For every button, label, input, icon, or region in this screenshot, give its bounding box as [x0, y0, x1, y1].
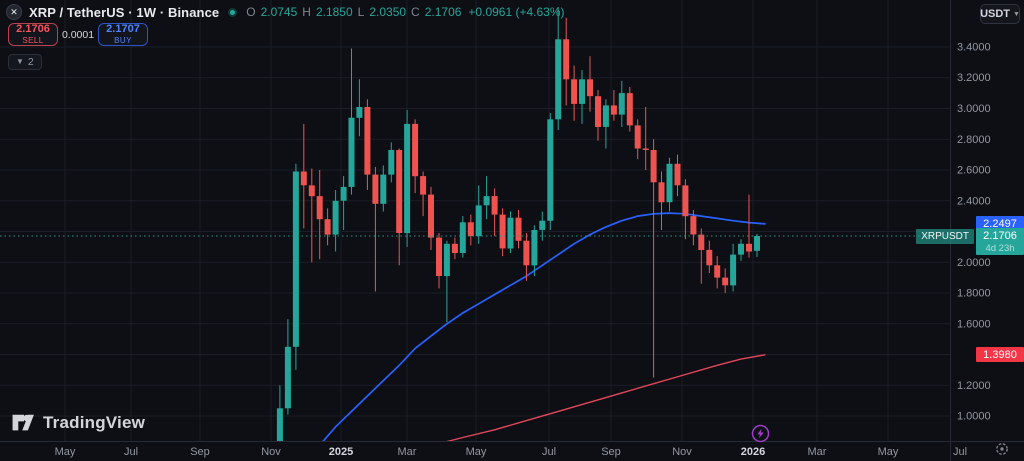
- svg-text:2.6000: 2.6000: [957, 165, 991, 177]
- svg-text:Jul: Jul: [124, 446, 138, 458]
- spread-value: 0.0001: [61, 28, 95, 41]
- svg-text:Mar: Mar: [808, 446, 827, 458]
- svg-text:2025: 2025: [329, 446, 353, 458]
- chevron-down-icon: ▼: [1013, 10, 1020, 18]
- watermark-text: TradingView: [43, 412, 146, 432]
- sell-price: 2.1706: [16, 23, 50, 35]
- svg-text:3.2000: 3.2000: [957, 72, 991, 84]
- last-price-value: 2.1706: [983, 230, 1017, 243]
- gear-icon[interactable]: [994, 441, 1010, 457]
- close-label: C: [411, 5, 420, 19]
- bar-countdown: 4d 23h: [985, 243, 1015, 255]
- sell-button[interactable]: 2.1706 SELL: [8, 23, 58, 46]
- svg-text:2.0000: 2.0000: [957, 257, 991, 269]
- open-value: 2.0745: [260, 5, 298, 19]
- svg-text:Sep: Sep: [190, 446, 210, 458]
- indicators-count: 2: [27, 56, 34, 68]
- svg-text:3.4000: 3.4000: [957, 42, 991, 54]
- chevron-down-icon: ▼: [16, 57, 24, 66]
- symbol-title[interactable]: XRP / TetherUS · 1W · Binance: [29, 4, 220, 20]
- svg-text:3.0000: 3.0000: [957, 103, 991, 115]
- svg-text:2.4000: 2.4000: [957, 195, 991, 207]
- svg-text:1.0000: 1.0000: [957, 411, 991, 423]
- last-price-badge: 2.1706 4d 23h: [976, 228, 1024, 256]
- low-value: 2.0350: [369, 5, 407, 19]
- svg-text:Jul: Jul: [542, 446, 556, 458]
- svg-text:Nov: Nov: [672, 446, 692, 458]
- change-value: +0.0961 (+4.63%): [468, 5, 565, 19]
- ma-red-price-badge: 1.3980: [976, 347, 1024, 363]
- svg-text:1.2000: 1.2000: [957, 380, 991, 392]
- tradingview-watermark[interactable]: TradingView: [11, 410, 145, 435]
- ma-red-value: 1.3980: [983, 348, 1017, 361]
- indicators-collapse-button[interactable]: ▼ 2: [8, 54, 42, 70]
- ma-blue-price-badge: 2.2497: [976, 216, 1024, 232]
- svg-text:Nov: Nov: [261, 446, 281, 458]
- market-status-dot-icon[interactable]: [228, 7, 238, 17]
- symbol-tag-text: XRPUSDT: [921, 230, 969, 242]
- svg-text:May: May: [55, 446, 76, 458]
- svg-text:2.8000: 2.8000: [957, 134, 991, 146]
- svg-text:May: May: [466, 446, 487, 458]
- price-scale-currency-button[interactable]: USDT ▼: [980, 4, 1020, 24]
- xrp-logo-icon: ✕: [6, 4, 22, 20]
- svg-text:Mar: Mar: [398, 446, 417, 458]
- symbol-tag-label: XRPUSDT: [916, 228, 974, 244]
- currency-label: USDT: [980, 8, 1011, 20]
- open-label: O: [246, 5, 256, 19]
- buy-price: 2.1707: [106, 23, 140, 35]
- svg-text:1.6000: 1.6000: [957, 318, 991, 330]
- buy-sell-widget: 2.1706 SELL 0.0001 2.1707 BUY: [8, 23, 148, 46]
- sell-label: SELL: [22, 36, 44, 45]
- high-value: 2.1850: [315, 5, 353, 19]
- tradingview-logo-icon: [12, 414, 34, 431]
- ma-blue-value: 2.2497: [983, 217, 1017, 230]
- svg-text:Jul: Jul: [953, 446, 967, 458]
- chart-legend: ✕ XRP / TetherUS · 1W · Binance O 2.0745…: [6, 4, 565, 20]
- close-value: 2.1706: [424, 5, 462, 19]
- svg-text:1.8000: 1.8000: [957, 288, 991, 300]
- svg-text:Sep: Sep: [601, 446, 621, 458]
- svg-text:2026: 2026: [741, 446, 765, 458]
- event-lightning-icon[interactable]: [750, 423, 771, 444]
- low-label: L: [357, 5, 365, 19]
- high-label: H: [302, 5, 311, 19]
- ohlc-readout: O 2.0745 H 2.1850 L 2.0350 C 2.1706 +0.0…: [246, 5, 564, 19]
- buy-button[interactable]: 2.1707 BUY: [98, 23, 148, 46]
- buy-label: BUY: [114, 36, 132, 45]
- svg-text:May: May: [878, 446, 899, 458]
